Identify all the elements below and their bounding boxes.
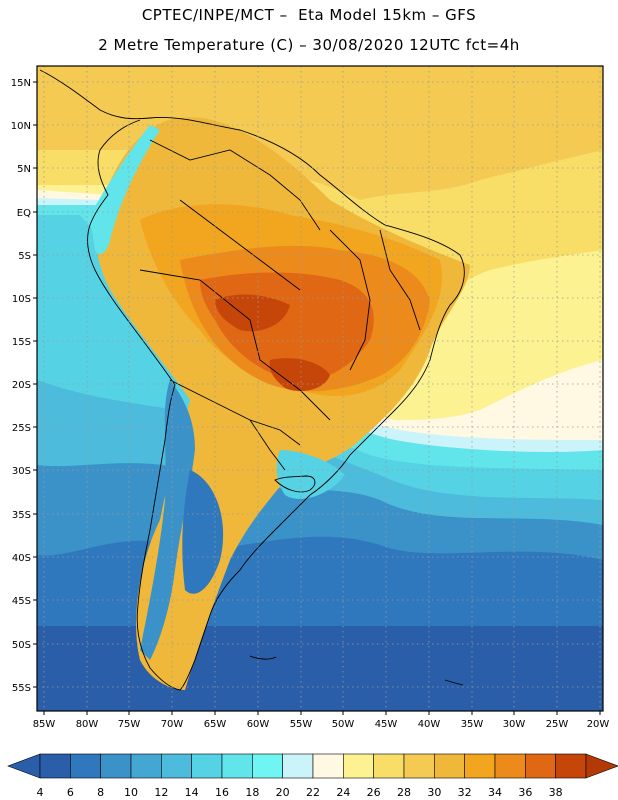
southern-brazil-cool xyxy=(276,450,345,499)
lon-label: 35W xyxy=(461,719,484,730)
colorbar-cell xyxy=(130,753,162,779)
colorbar-cell xyxy=(161,753,192,779)
colorbar-label: 34 xyxy=(488,786,502,799)
colorbar-cell xyxy=(39,753,71,779)
colorbar-cells xyxy=(39,753,587,779)
andes-north-cold xyxy=(90,125,160,255)
lat-labels: 15N 10N 5N EQ 5S 10S 15S 20S 25S 30S 35S… xyxy=(11,78,31,694)
lat-label: EQ xyxy=(17,208,31,219)
land-band-38b xyxy=(215,294,290,332)
colorbar-cell xyxy=(434,753,465,779)
lon-label: 20W xyxy=(587,719,610,730)
lat-label: 10S xyxy=(12,294,31,305)
map-title-line1: CPTEC/INPE/MCT – Eta Model 15km – GFS xyxy=(141,6,477,24)
lat-label: 35S xyxy=(12,510,31,521)
lat-label: 20S xyxy=(12,380,31,391)
colorbar-label: 20 xyxy=(276,786,290,799)
colorbar-cell xyxy=(343,753,374,779)
colorbar-cell xyxy=(70,753,101,779)
lon-label: 60W xyxy=(247,719,270,730)
lat-label: 45S xyxy=(12,596,31,607)
lon-label: 75W xyxy=(118,719,141,730)
colorbar-cell xyxy=(191,753,223,779)
map-title-line2: 2 Metre Temperature (C) – 30/08/2020 12U… xyxy=(98,36,520,54)
colorbar-cell xyxy=(494,753,526,779)
colorbar-label: 16 xyxy=(215,786,229,799)
lon-label: 80W xyxy=(76,719,99,730)
lon-label: 55W xyxy=(290,719,313,730)
colorbar-label: 22 xyxy=(306,786,320,799)
colorbar-label: 4 xyxy=(37,786,44,799)
lon-label: 30W xyxy=(503,719,526,730)
colorbar-cell xyxy=(221,753,253,779)
colorbar-label: 18 xyxy=(245,786,259,799)
colorbar-labels: 4 6 8 10 12 14 16 18 20 22 24 26 28 30 32 34 36 38 xyxy=(37,786,563,799)
colorbar-cell xyxy=(312,753,344,779)
lat-label: 25S xyxy=(12,423,31,434)
lon-label: 45W xyxy=(375,719,398,730)
colorbar-cell xyxy=(403,753,435,779)
andes-south-cold xyxy=(140,380,195,660)
lon-labels: 85W 80W 75W 70W 65W 60W 55W 50W 45W 40W … xyxy=(33,719,610,730)
colorbar: 4 6 8 10 12 14 16 18 20 22 24 26 28 30 32 34 36 38 xyxy=(7,753,618,799)
lat-label: 30S xyxy=(12,466,31,477)
lon-label: 65W xyxy=(204,719,227,730)
lon-label: 25W xyxy=(546,719,569,730)
colorbar-label: 36 xyxy=(518,786,532,799)
lon-label: 70W xyxy=(161,719,184,730)
colorbar-over-arrow xyxy=(585,753,618,779)
lon-label: 50W xyxy=(332,719,355,730)
colorbar-cell xyxy=(100,753,132,779)
colorbar-label: 14 xyxy=(185,786,199,799)
colorbar-cell xyxy=(525,753,556,779)
lat-label: 55S xyxy=(12,683,31,694)
lat-label: 50S xyxy=(12,640,31,651)
lat-label: 5S xyxy=(18,251,31,262)
colorbar-label: 10 xyxy=(124,786,138,799)
lat-ticks xyxy=(33,81,37,688)
lon-label: 40W xyxy=(418,719,441,730)
lat-label: 5N xyxy=(17,164,31,175)
colorbar-cell xyxy=(252,753,283,779)
lat-label: 10N xyxy=(11,121,31,132)
colorbar-label: 32 xyxy=(458,786,472,799)
lat-label: 15N xyxy=(11,78,31,89)
lon-label: 85W xyxy=(33,719,56,730)
colorbar-cell xyxy=(555,753,587,779)
colorbar-cell xyxy=(464,753,496,779)
colorbar-label: 38 xyxy=(549,786,563,799)
lon-ticks xyxy=(43,711,601,715)
colorbar-label: 30 xyxy=(427,786,441,799)
temperature-field xyxy=(37,66,603,711)
colorbar-label: 12 xyxy=(154,786,168,799)
lat-label: 40S xyxy=(12,553,31,564)
colorbar-label: 24 xyxy=(336,786,350,799)
colorbar-under-arrow xyxy=(7,753,41,779)
lat-label: 15S xyxy=(12,337,31,348)
colorbar-cell xyxy=(282,753,314,779)
colorbar-cell xyxy=(373,753,405,779)
colorbar-label: 28 xyxy=(397,786,411,799)
land-band-38 xyxy=(269,358,330,392)
colorbar-label: 8 xyxy=(97,786,104,799)
coastlines xyxy=(39,69,465,691)
colorbar-label: 26 xyxy=(367,786,381,799)
patagonia-cold xyxy=(182,470,224,594)
ocean-band-26 xyxy=(37,66,603,200)
map-frame xyxy=(36,65,604,712)
colorbar-label: 6 xyxy=(67,786,74,799)
